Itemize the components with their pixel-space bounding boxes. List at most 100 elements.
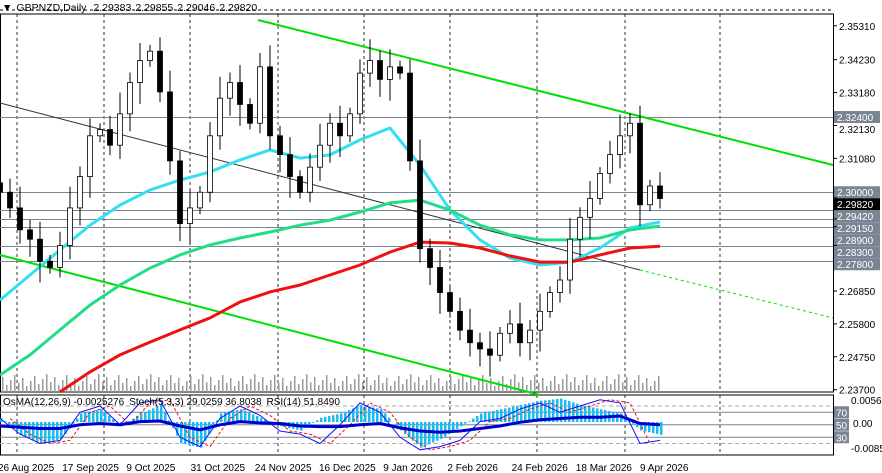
bull-candle (597, 173, 603, 199)
osma-bar (648, 422, 651, 433)
osma-bar (572, 402, 575, 422)
osma-bar (356, 406, 359, 422)
osma-bar (212, 422, 215, 428)
volume-bar (294, 376, 296, 392)
mid-trendline (0, 102, 641, 271)
bull-candle (497, 332, 503, 356)
bull-candle (187, 207, 193, 224)
osma-bar (152, 408, 155, 422)
bull-candle (207, 135, 213, 193)
price-level-tag (834, 111, 880, 123)
bear-candle (477, 342, 483, 350)
osma-bar (48, 422, 51, 442)
bull-candle (97, 129, 103, 137)
high-value: 2.29855 (135, 2, 174, 14)
volume-bar (286, 386, 288, 392)
bear-candle (407, 72, 413, 162)
volume-bar (454, 384, 456, 392)
price-level-label: 2.27800 (837, 260, 874, 271)
volume-bar (214, 385, 216, 392)
osma-bar (156, 406, 159, 422)
collapse-triangle-icon[interactable]: ▼ (2, 2, 13, 14)
stoch-main-line (0, 399, 661, 451)
osma-bar (244, 410, 247, 422)
osma-bar (8, 422, 11, 425)
bull-candle (87, 135, 93, 177)
volume-bar (262, 377, 264, 392)
volume-bar (138, 376, 140, 392)
osma-bar (640, 422, 643, 431)
volume-bar (194, 384, 196, 392)
volume-bar (134, 381, 136, 392)
volume-bar (646, 378, 648, 392)
volume-bar (574, 377, 576, 392)
volume-bar (510, 379, 512, 392)
volume-bar (342, 381, 344, 392)
bear-candle (657, 185, 663, 199)
osma-bar (204, 422, 207, 441)
osma-bar (576, 403, 579, 422)
volume-bar (334, 378, 336, 392)
osma-bar (44, 422, 47, 443)
osma-bar (548, 399, 551, 422)
osma-bar (424, 422, 427, 446)
osma-bar (500, 409, 503, 422)
volume-bar (382, 383, 384, 392)
osma-bar (216, 420, 219, 422)
osma-bar (372, 407, 375, 422)
volume-bar (558, 384, 560, 392)
x-tick-label: 16 Dec 2025 (319, 463, 376, 473)
volume-bar (522, 377, 524, 392)
osma-bar (396, 422, 399, 427)
volume-bar (506, 384, 508, 392)
osma-bar (88, 411, 91, 422)
osma-bar (344, 411, 347, 422)
osma-bar (200, 422, 203, 448)
volume-bar (594, 378, 596, 392)
osma-bar (232, 410, 235, 422)
level-tag-label: 70 (836, 408, 848, 419)
osma-bar (496, 410, 499, 422)
osma-bar (60, 422, 63, 440)
price-level-tag (834, 210, 880, 223)
bear-candle (487, 348, 493, 356)
bull-candle (57, 245, 63, 268)
volume-bar (634, 380, 636, 392)
volume-bar (226, 383, 228, 392)
volume-bar (42, 379, 44, 392)
volume-bar (66, 375, 68, 392)
volume-bar (442, 386, 444, 392)
volume-bar (466, 382, 468, 392)
osma-bar (264, 419, 267, 422)
current-price-label: 2.29820 (837, 200, 874, 211)
volume-bar (242, 376, 244, 392)
volume-bar (434, 383, 436, 392)
volume-bar (322, 380, 324, 392)
osma-zero-label: 0.00 (853, 419, 873, 430)
volume-bar (586, 375, 588, 392)
volume-bar (246, 384, 248, 392)
volume-bar (22, 378, 24, 392)
bull-candle (217, 97, 223, 137)
bull-candle (587, 198, 593, 218)
bull-candle (197, 191, 203, 209)
osma-bar (636, 422, 639, 428)
bull-candle (387, 66, 393, 80)
bear-candle (467, 329, 473, 344)
osma-bar (36, 422, 39, 442)
bear-candle (237, 82, 243, 105)
volume-bar (430, 375, 432, 392)
volume-bar (142, 384, 144, 392)
volume-bar (182, 386, 184, 392)
osma-bar (196, 422, 199, 447)
volume-bar (446, 381, 448, 392)
bull-candle (527, 329, 533, 344)
bear-candle (377, 60, 383, 80)
volume-bar (318, 385, 320, 392)
bull-candle (607, 154, 613, 174)
volume-bar (310, 382, 312, 392)
volume-bar (46, 374, 48, 392)
volume-bar (618, 374, 620, 392)
volume-bar (346, 376, 348, 392)
